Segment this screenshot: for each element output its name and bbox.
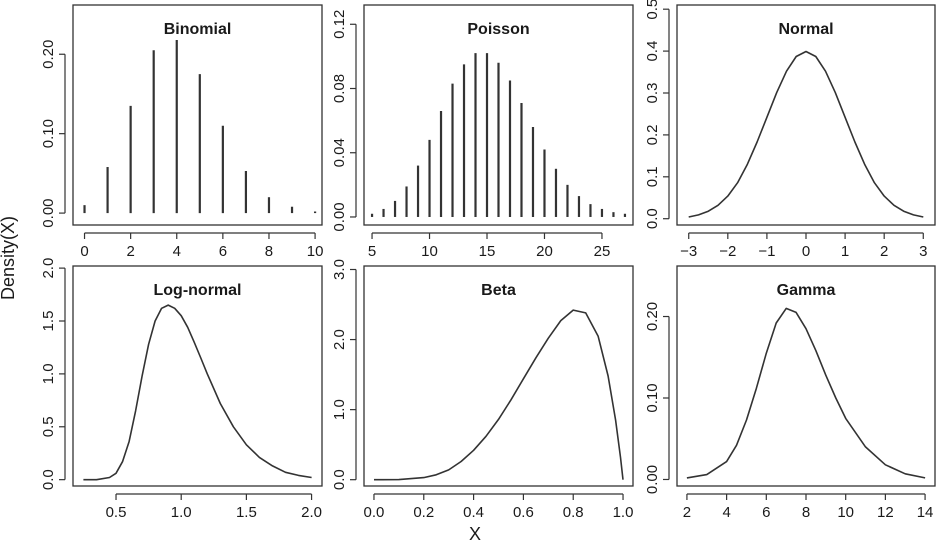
poisson-x-tick-label: 20 xyxy=(536,243,553,260)
binomial-x-tick-label: 6 xyxy=(219,243,227,260)
binomial-x-tick-label: 2 xyxy=(126,243,134,260)
gamma-x-tick-label: 2 xyxy=(683,504,691,521)
poisson-y-tick-label: 0.08 xyxy=(331,74,348,103)
log-normal-y-tick-label: 0.0 xyxy=(40,469,57,490)
log-normal-x-tick-label: 1.5 xyxy=(236,504,257,521)
poisson-x-tick-label: 25 xyxy=(594,243,611,260)
poisson-panel: Poisson 5 10 15 20 25 0.00 0.04 0.08 0.12 xyxy=(331,4,634,260)
poisson-y-tick-label: 0.12 xyxy=(331,10,348,39)
gamma-density-line xyxy=(686,307,926,479)
log-normal-y-tick-label: 1.5 xyxy=(40,311,57,332)
gamma-y-tick-label: 0.10 xyxy=(644,383,661,412)
normal-y-tick-label: 0.2 xyxy=(644,124,661,145)
gamma-panel: Gamma 2 4 6 8 10 12 14 0.00 0.10 0.20 xyxy=(644,265,936,521)
beta-x-tick-label: 0.2 xyxy=(413,504,434,521)
beta-x-tick-label: 0.6 xyxy=(513,504,534,521)
normal-plot-frame xyxy=(676,4,936,226)
gamma-x-tick-label: 14 xyxy=(917,504,934,521)
normal-density-line xyxy=(688,50,924,218)
normal-x-tick-label: 1 xyxy=(841,243,849,260)
poisson-y-tick-label: 0.00 xyxy=(331,202,348,231)
gamma-x-tick-label: 4 xyxy=(722,504,730,521)
beta-x-tick-label: 0.4 xyxy=(463,504,484,521)
normal-x-tick-label: −1 xyxy=(758,243,775,260)
gamma-title: Gamma xyxy=(777,282,836,299)
gamma-y-tick-label: 0.00 xyxy=(644,465,661,494)
binomial-x-tick-label: 0 xyxy=(80,243,88,260)
log-normal-panel: Log-normal 0.5 1.0 1.5 2.0 0.0 0.5 1.0 1.5 2.0 xyxy=(40,258,323,521)
log-normal-x-tick-label: 1.0 xyxy=(171,504,192,521)
log-normal-y-tick-label: 2.0 xyxy=(40,258,57,279)
beta-panel: Beta 0.0 0.2 0.4 0.6 0.8 1.0 0.0 1.0 2.0 3.0 xyxy=(331,259,634,521)
beta-y-tick-label: 2.0 xyxy=(331,329,348,350)
log-normal-y-tick-label: 1.0 xyxy=(40,363,57,384)
gamma-plot-frame xyxy=(676,265,936,487)
beta-x-tick-label: 0.8 xyxy=(563,504,584,521)
beta-plot-frame xyxy=(363,265,634,487)
binomial-panel: Binomial 0 2 4 6 8 10 0.00 0.10 0.20 xyxy=(40,4,324,260)
binomial-x-tick-label: 4 xyxy=(173,243,181,260)
gamma-x-tick-label: 10 xyxy=(837,504,854,521)
normal-title: Normal xyxy=(778,21,833,38)
beta-x-tick-label: 1.0 xyxy=(613,504,634,521)
log-normal-plot-frame xyxy=(72,265,323,487)
figure-ylabel: Density(X) xyxy=(0,216,18,300)
beta-x-tick-label: 0.0 xyxy=(364,504,385,521)
beta-y-tick-label: 1.0 xyxy=(331,399,348,420)
gamma-y-tick-label: 0.20 xyxy=(644,302,661,331)
normal-y-tick-label: 0.0 xyxy=(644,208,661,229)
poisson-y-tick-label: 0.04 xyxy=(331,138,348,167)
binomial-title: Binomial xyxy=(164,21,232,38)
log-normal-x-tick-label: 2.0 xyxy=(301,504,322,521)
normal-x-tick-label: −3 xyxy=(680,243,697,260)
gamma-x-tick-label: 6 xyxy=(762,504,770,521)
log-normal-density-line xyxy=(83,304,312,481)
beta-title: Beta xyxy=(481,282,516,299)
beta-y-tick-label: 0.0 xyxy=(331,469,348,490)
figure-xlabel: X xyxy=(469,524,481,544)
normal-x-tick-label: 3 xyxy=(919,243,927,260)
normal-x-tick-label: 2 xyxy=(880,243,888,260)
normal-y-tick-label: 0.3 xyxy=(644,83,661,104)
binomial-x-tick-label: 10 xyxy=(307,243,324,260)
binomial-y-tick-label: 0.10 xyxy=(40,119,57,148)
gamma-x-tick-label: 12 xyxy=(877,504,894,521)
binomial-plot-frame xyxy=(72,4,323,226)
poisson-title: Poisson xyxy=(467,21,529,38)
beta-density-line xyxy=(373,309,624,481)
log-normal-y-tick-label: 0.5 xyxy=(40,416,57,437)
poisson-x-tick-label: 15 xyxy=(479,243,496,260)
poisson-x-tick-label: 5 xyxy=(368,243,376,260)
normal-y-tick-label: 0.4 xyxy=(644,41,661,62)
gamma-x-tick-label: 8 xyxy=(802,504,810,521)
log-normal-x-tick-label: 0.5 xyxy=(106,504,127,521)
normal-x-tick-label: −2 xyxy=(719,243,736,260)
normal-y-tick-label: 0.5 xyxy=(644,0,661,20)
binomial-y-tick-label: 0.20 xyxy=(40,40,57,69)
poisson-x-tick-label: 10 xyxy=(421,243,438,260)
poisson-plot-frame xyxy=(363,4,634,226)
binomial-x-tick-label: 8 xyxy=(265,243,273,260)
beta-y-tick-label: 3.0 xyxy=(331,259,348,280)
normal-x-tick-label: 0 xyxy=(802,243,810,260)
normal-y-tick-label: 0.1 xyxy=(644,166,661,187)
normal-panel: Normal −3 −2 −1 0 1 2 3 0.0 0.1 0.2 0.3 0.4 0.5 xyxy=(644,0,936,260)
binomial-y-tick-label: 0.00 xyxy=(40,198,57,227)
log-normal-title: Log-normal xyxy=(154,282,242,299)
